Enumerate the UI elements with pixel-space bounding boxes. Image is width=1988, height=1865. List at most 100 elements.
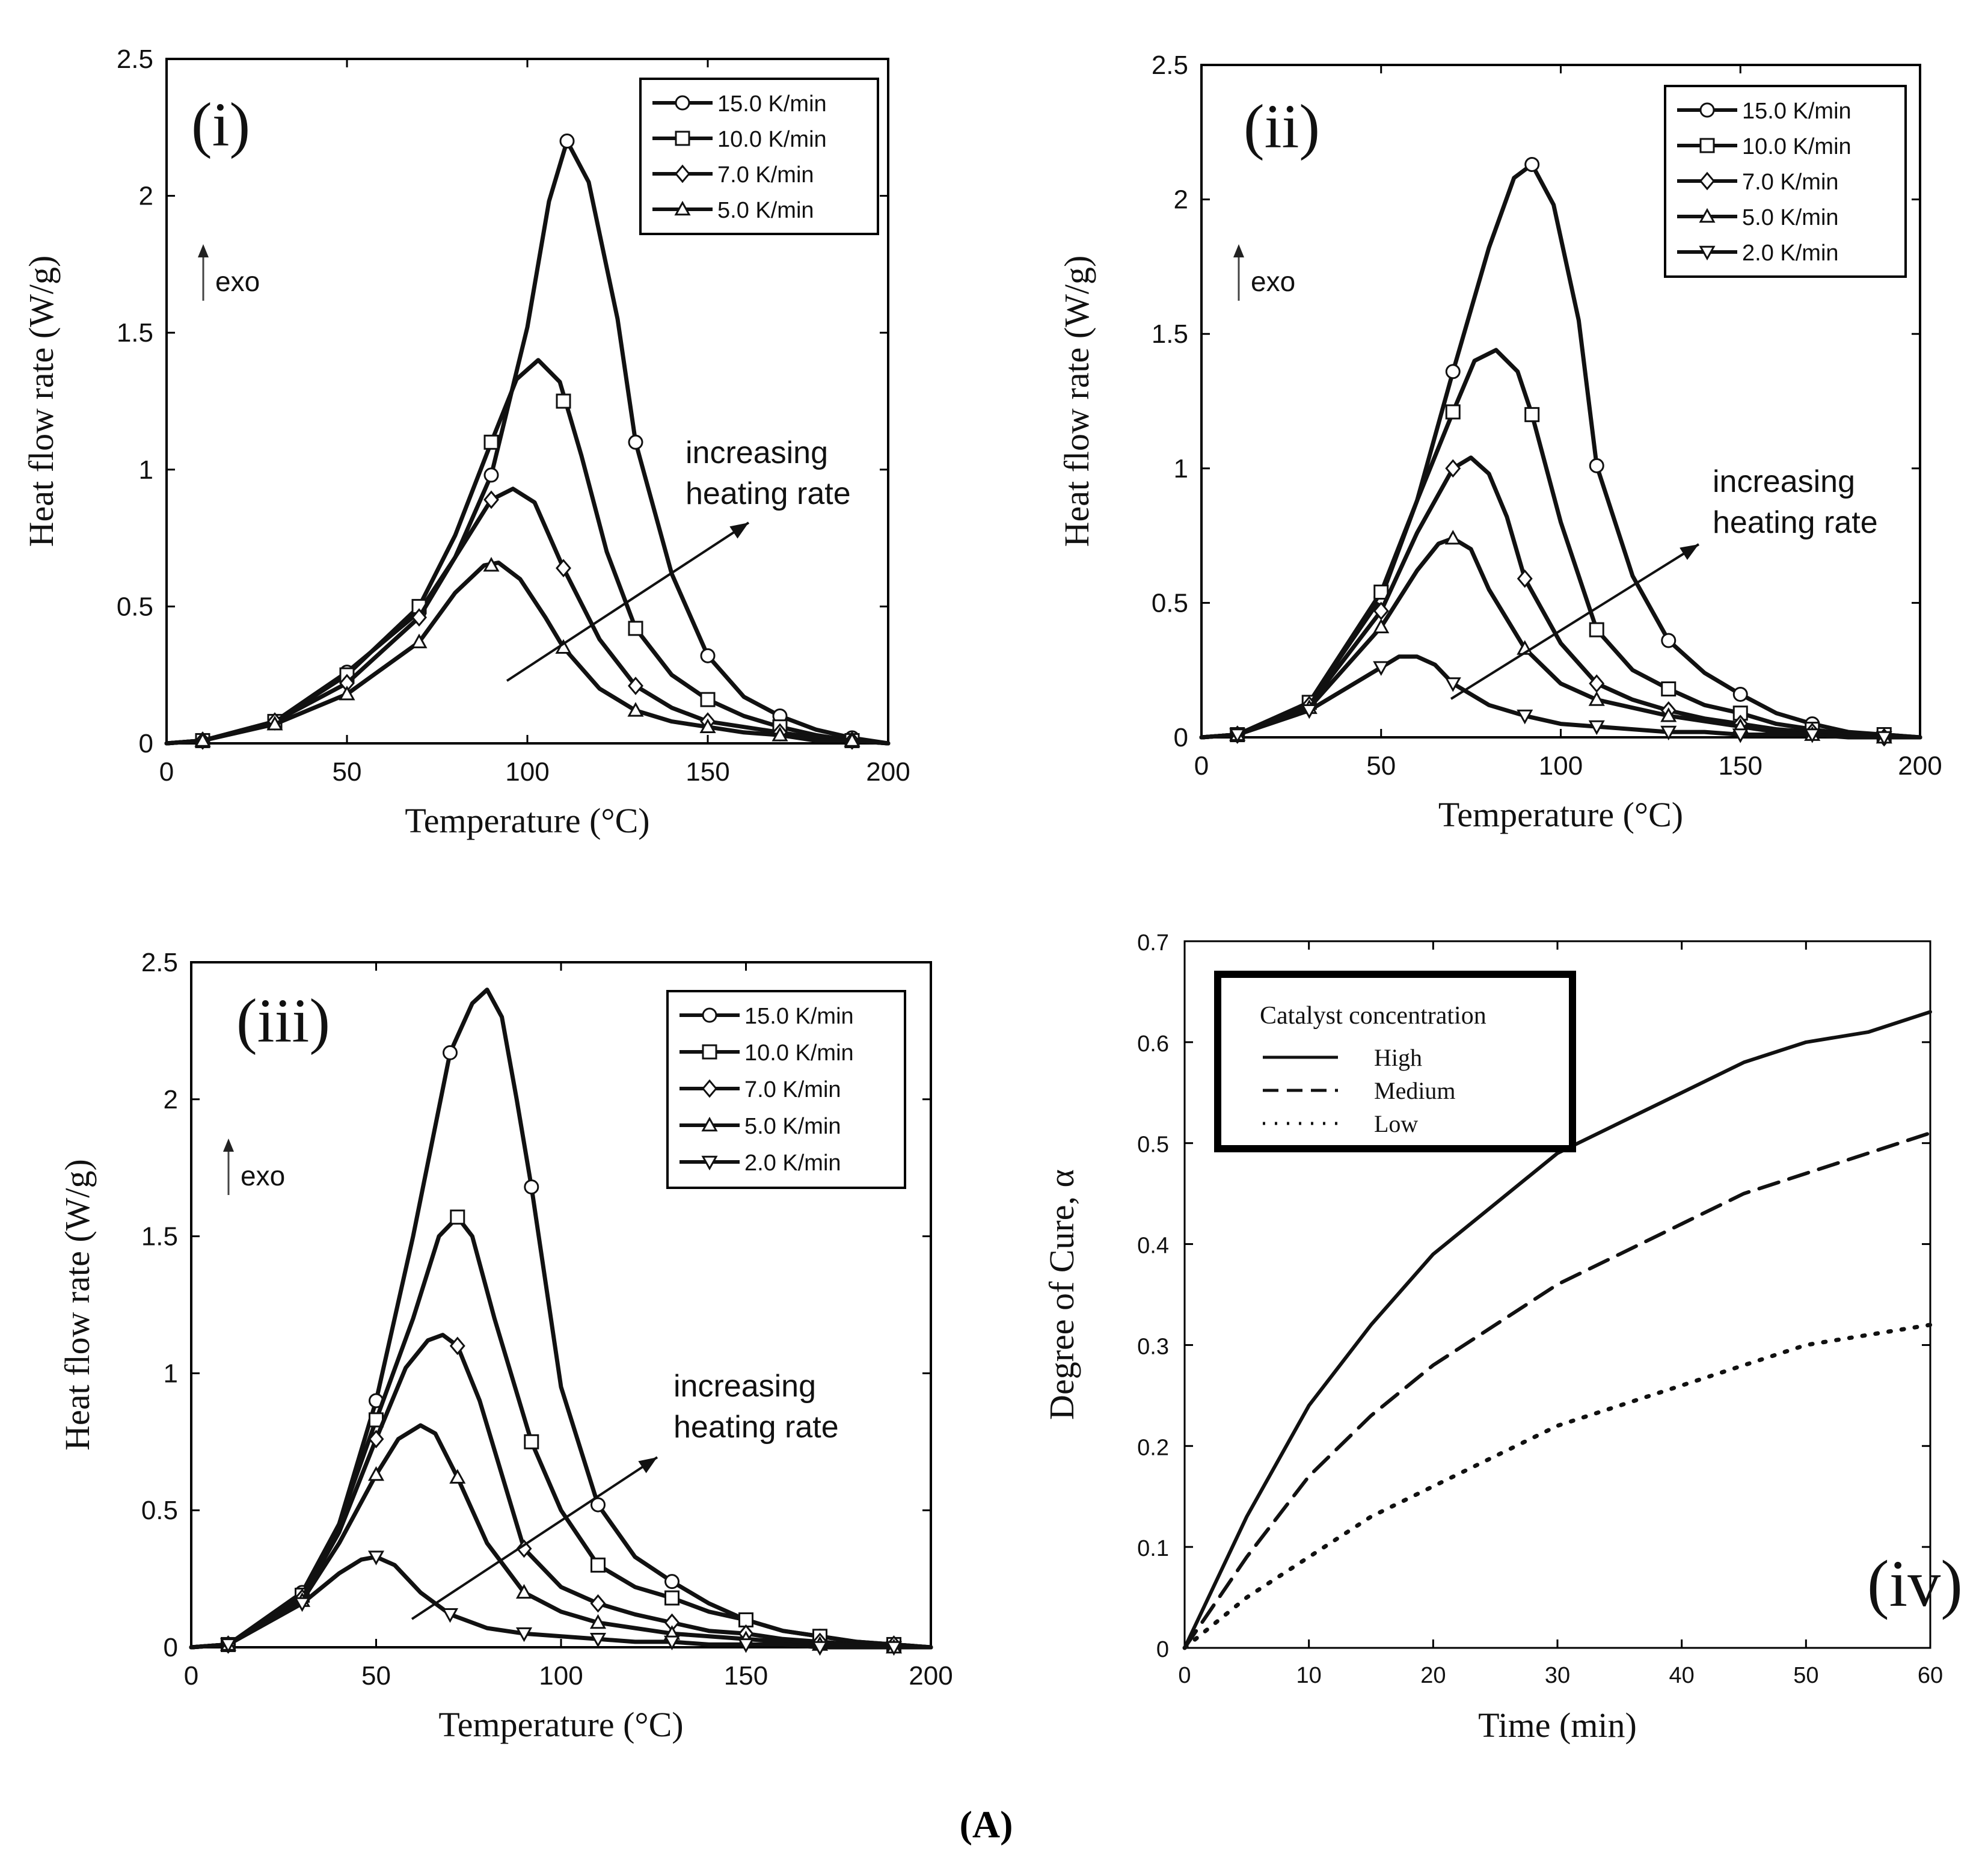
data-point-marker (483, 490, 499, 509)
annotation-line-1: increasing (686, 435, 828, 470)
x-tick-label: 200 (909, 1661, 953, 1691)
panel-label: (i) (191, 90, 250, 159)
legend: Catalyst concentration High Medium Low (1214, 971, 1576, 1152)
data-point-marker (219, 1638, 237, 1653)
data-point-marker (194, 732, 211, 747)
figure-label: (A) (960, 1803, 1013, 1846)
y-tick-label: 0.5 (1152, 588, 1188, 618)
legend-label: 2.0 K/min (744, 1151, 841, 1176)
y-tick-label: 2 (1174, 185, 1188, 215)
data-point-marker (1524, 156, 1540, 172)
legend-label: 15.0 K/min (717, 91, 827, 117)
panel-label: (ii) (1244, 92, 1320, 161)
data-point-marker (844, 732, 861, 747)
data-point-marker (516, 1539, 532, 1558)
series-2-0-k-min (189, 1550, 933, 1656)
y-tick-label: 0.5 (1137, 1132, 1169, 1158)
x-tick-label: 150 (1719, 751, 1763, 781)
data-point-marker (1517, 709, 1533, 725)
data-point-marker (1517, 569, 1533, 588)
chart-panel-2: 0 50 100 150 200 0 0.5 1 1.5 2 2.5 Temperature (°C)… (1057, 51, 1942, 834)
data-point-marker (664, 1590, 680, 1606)
data-point-marker (700, 692, 716, 707)
data-point-marker (449, 1469, 466, 1484)
heating-rate-arrowhead-icon (1680, 544, 1699, 561)
series-5-0-k-min (164, 557, 891, 747)
x-tick-label: 150 (724, 1661, 768, 1691)
x-tick-label: 40 (1669, 1663, 1695, 1688)
series-line (1183, 1010, 1932, 1650)
y-tick-label: 1.5 (117, 318, 153, 348)
chart-panel-4: 0 10 20 30 40 50 60 0 0.1 0.2 0.3 0.4 0.5 0.6 0.7 Time … (1042, 930, 1963, 1745)
data-point-marker (411, 608, 427, 627)
heating-rate-arrowhead-icon (729, 523, 749, 539)
series-line (1199, 348, 1922, 740)
data-point-marker (483, 557, 500, 572)
x-tick-label: 0 (159, 757, 174, 787)
exo-arrow-icon (198, 244, 209, 257)
legend-marker (1699, 207, 1716, 223)
series-high (1183, 1010, 1932, 1650)
legend-marker (675, 131, 690, 146)
legend-marker (701, 1155, 718, 1171)
data-point-marker (1524, 407, 1540, 422)
data-point-marker (556, 393, 571, 409)
data-point-marker (441, 1608, 459, 1623)
data-point-marker (737, 1638, 755, 1653)
legend-marker (702, 1044, 717, 1060)
data-point-marker (449, 1336, 465, 1356)
y-tick-label: 0 (164, 1633, 178, 1662)
y-tick-label: 0 (139, 729, 153, 758)
annotation-line-1: increasing (1713, 464, 1855, 499)
data-point-marker (664, 1574, 680, 1590)
legend: 15.0 K/min 10.0 K/min 7.0 K/min 5.0 K/min (639, 78, 879, 235)
y-tick-label: 1 (164, 1359, 178, 1388)
panel-label: (iii) (236, 986, 330, 1055)
data-point-marker (368, 1430, 384, 1449)
annotation-line-1: increasing (673, 1369, 816, 1404)
series-medium (1183, 1131, 1932, 1650)
data-point-marker (515, 1584, 533, 1599)
data-point-marker (1732, 686, 1748, 702)
data-point-marker (1229, 728, 1246, 743)
x-tick-label: 150 (686, 757, 729, 787)
legend-marker (675, 164, 690, 183)
exo-arrow-icon (223, 1138, 234, 1152)
heating-rate-arrowhead-icon (638, 1457, 657, 1473)
data-point-marker (1660, 707, 1677, 722)
y-tick-label: 0.1 (1137, 1536, 1169, 1561)
x-tick-label: 50 (333, 757, 362, 787)
legend-marker (702, 1007, 717, 1023)
data-point-marker (1301, 704, 1318, 719)
data-point-marker (1444, 529, 1461, 545)
legend-label: 10.0 K/min (744, 1040, 854, 1066)
data-point-marker (628, 677, 643, 695)
legend: 15.0 K/min 10.0 K/min 7.0 K/min 5.0 K/min 2.… (666, 990, 906, 1189)
series-line (189, 1423, 933, 1650)
legend-label: 15.0 K/min (1742, 99, 1851, 124)
y-tick-label: 0.6 (1137, 1031, 1169, 1057)
data-point-marker (411, 633, 428, 648)
data-point-marker (590, 1594, 606, 1613)
legend-box (1214, 971, 1576, 1152)
chart-panel-1: 0 50 100 150 200 0 0.5 1 1.5 2 2.5 Temperature (°C)… (22, 45, 910, 840)
exo-label: exo (1251, 266, 1295, 297)
x-tick-label: 50 (361, 1661, 391, 1691)
data-point-marker (627, 702, 644, 717)
legend-title: Catalyst concentration (1260, 1002, 1486, 1030)
data-point-marker (367, 1550, 385, 1565)
y-tick-label: 2 (139, 182, 153, 211)
x-tick-label: 100 (539, 1661, 583, 1691)
data-point-marker (443, 1045, 458, 1060)
x-axis-label: Temperature (°C) (1438, 795, 1683, 834)
data-point-marker (293, 1597, 311, 1612)
y-tick-label: 0.4 (1137, 1234, 1169, 1259)
x-tick-label: 60 (1918, 1663, 1943, 1688)
series-low (1182, 1323, 1933, 1650)
series-line (189, 1333, 933, 1650)
series-line (1183, 1131, 1932, 1650)
legend-marker (702, 1079, 717, 1098)
data-point-marker (772, 727, 788, 742)
data-point-marker (811, 1641, 829, 1656)
